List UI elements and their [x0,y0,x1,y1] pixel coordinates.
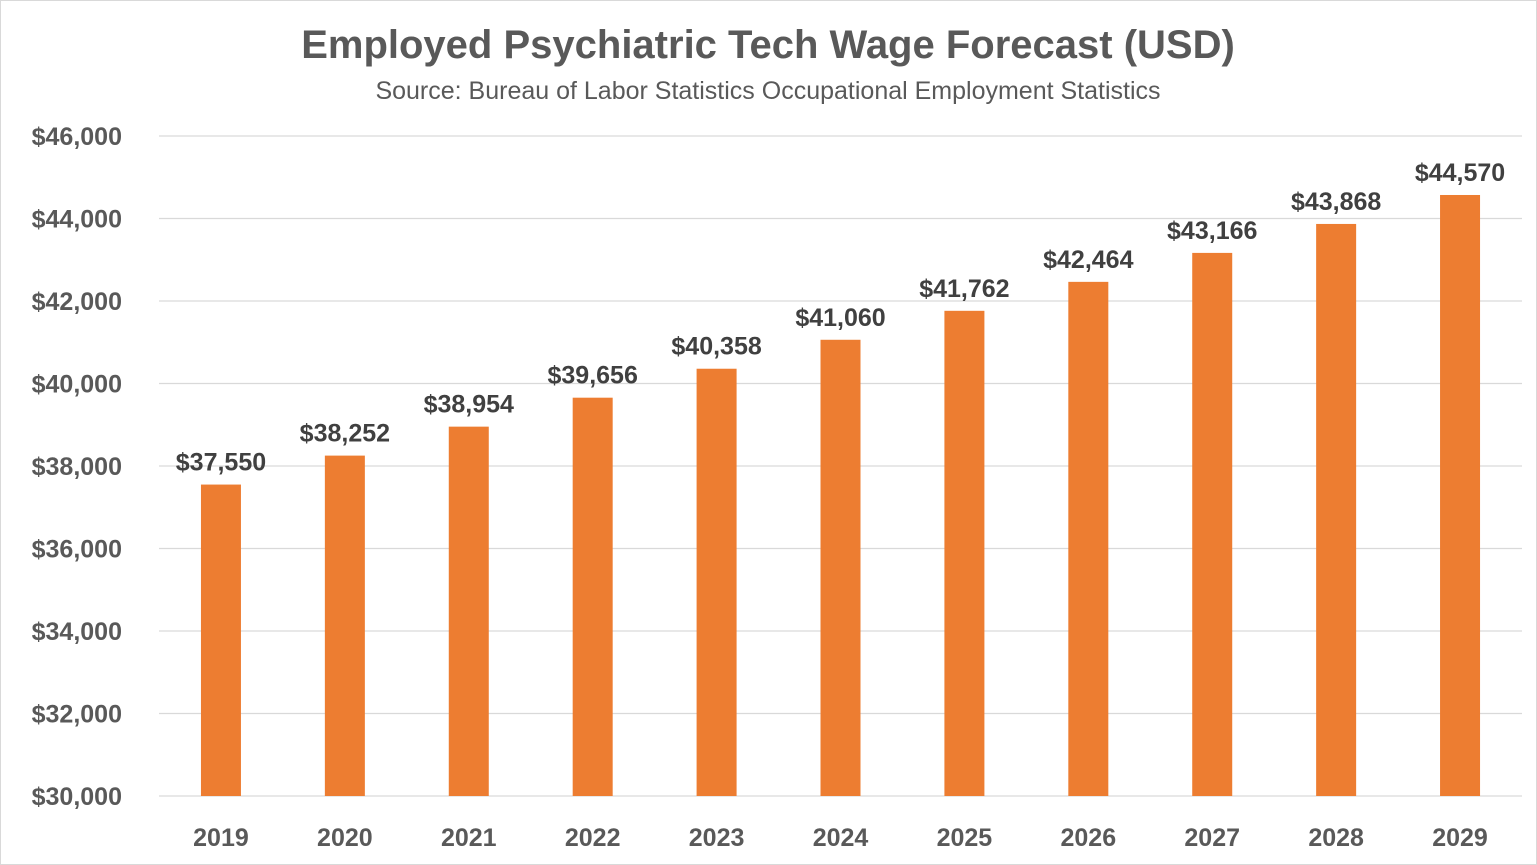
bar-2029 [1440,194,1481,797]
x-tick-label: 2028 [1308,824,1364,852]
bar-2027 [1192,252,1233,797]
data-label: $38,954 [424,391,514,419]
bar-2024 [820,339,861,796]
x-tick-label: 2024 [813,824,869,852]
chart-subtitle: Source: Bureau of Labor Statistics Occup… [375,77,1160,105]
x-tick-label: 2020 [317,824,373,852]
y-tick-label: $46,000 [32,123,122,151]
data-label: $42,464 [1043,246,1133,274]
x-tick-label: 2022 [565,824,621,852]
x-tick-label: 2029 [1432,824,1488,852]
chart-title: Employed Psychiatric Tech Wage Forecast … [301,23,1235,67]
data-label: $41,762 [919,275,1009,303]
y-tick-label: $30,000 [32,783,122,811]
y-tick-label: $40,000 [32,371,122,399]
data-label: $44,570 [1415,159,1505,187]
data-label: $37,550 [176,449,266,477]
x-tick-label: 2019 [193,824,249,852]
bar-2026 [1068,281,1109,796]
y-tick-label: $44,000 [32,206,122,234]
x-tick-label: 2027 [1184,824,1240,852]
y-axis-ticks: $30,000 $32,000 $34,000 $36,000 $38,000 $40,0… [32,123,122,811]
data-labels: $37,550 $38,252 $38,954 $39,656 $40,358 $41,0… [176,159,1505,477]
bar-2020 [324,455,365,796]
data-label: $39,656 [547,362,637,390]
data-label: $41,060 [795,304,885,332]
y-tick-label: $42,000 [32,288,122,316]
y-tick-label: $32,000 [32,701,122,729]
bar-2019 [200,484,241,796]
x-tick-label: 2023 [689,824,745,852]
data-label: $38,252 [300,420,390,448]
data-label: $43,868 [1291,188,1381,216]
x-tick-label: 2025 [937,824,993,852]
data-label: $40,358 [671,333,761,361]
bar-2022 [572,397,613,796]
x-axis-ticks: 2019 2020 2021 2022 2023 2024 2025 2026 2027 2028… [193,824,1488,852]
bars [200,194,1481,797]
y-tick-label: $38,000 [32,453,122,481]
bar-2023 [696,368,737,796]
bar-2025 [944,310,985,796]
y-tick-label: $36,000 [32,536,122,564]
data-label: $43,166 [1167,217,1257,245]
bar-2021 [448,426,489,796]
y-tick-label: $34,000 [32,618,122,646]
x-tick-label: 2021 [441,824,497,852]
x-tick-label: 2026 [1061,824,1117,852]
bar-2028 [1316,223,1357,796]
